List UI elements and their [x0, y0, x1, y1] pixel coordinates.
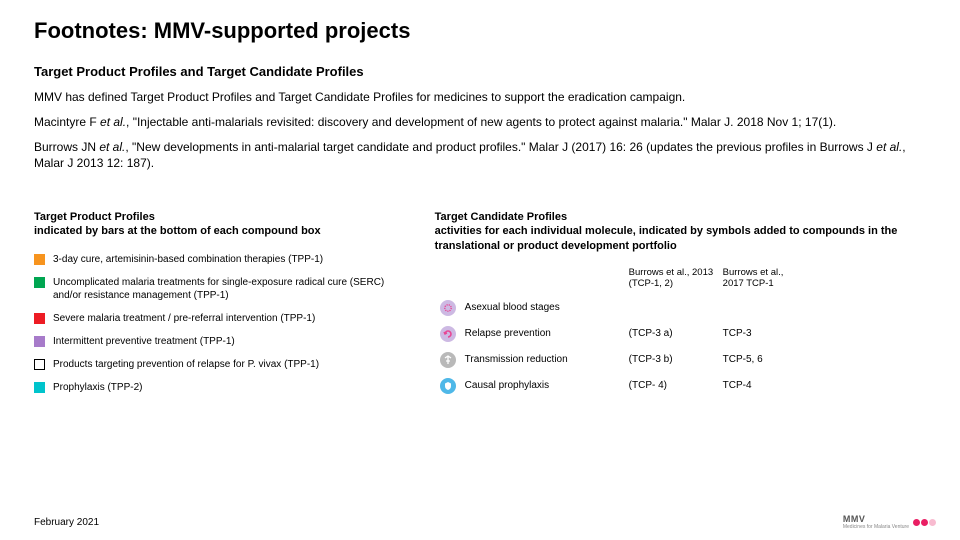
citation-1-a: Macintyre F [34, 115, 100, 129]
tpp-heading-l1: Target Product Profiles [34, 211, 155, 223]
tpp-column: Target Product Profiles indicated by bar… [34, 210, 405, 404]
tcp-header-1: Burrows et al., 2013 (TCP-1, 2) [629, 267, 719, 290]
tpp-label-3: Intermittent preventive treatment (TPP-1… [53, 335, 235, 348]
tcp-c2-3: TCP-4 [723, 380, 803, 391]
tpp-item-5: Prophylaxis (TPP-2) [34, 381, 405, 394]
tpp-item-4: Products targeting prevention of relapse… [34, 358, 405, 371]
tcp-label-2: Transmission reduction [465, 354, 625, 365]
citation-1-c: , "Injectable anti-malarials revisited: … [126, 115, 836, 129]
tcp-icon-1 [435, 326, 461, 342]
citation-2-etal1: et al. [99, 140, 125, 154]
citation-2-a: Burrows JN [34, 140, 99, 154]
tpp-heading-l2: indicated by bars at the bottom of each … [34, 225, 321, 237]
footer-logo: MMV Medicines for Malaria Venture [843, 514, 936, 530]
tpp-swatch-5 [34, 382, 45, 393]
citation-2-c: , "New developments in anti‐malarial tar… [125, 140, 876, 154]
relapse-icon [440, 326, 456, 342]
logo-text: MMV [843, 514, 909, 524]
page-title: Footnotes: MMV-supported projects [34, 18, 926, 44]
logo-dot-2 [929, 519, 936, 526]
asexual-icon [440, 300, 456, 316]
intro-paragraph: MMV has defined Target Product Profiles … [34, 89, 926, 106]
tpp-label-4: Products targeting prevention of relapse… [53, 358, 319, 371]
tpp-label-4a: Products targeting prevention of relapse… [53, 359, 248, 370]
section-subtitle: Target Product Profiles and Target Candi… [34, 64, 926, 79]
legend-columns: Target Product Profiles indicated by bar… [34, 210, 926, 404]
tcp-icon-0 [435, 300, 461, 316]
tcp-header-2: Burrows et al., 2017 TCP-1 [723, 267, 803, 290]
logo-dot-0 [913, 519, 920, 526]
tcp-c2-2: TCP-5, 6 [723, 354, 803, 365]
tpp-label-1: Uncomplicated malaria treatments for sin… [53, 276, 405, 302]
tpp-item-0: 3-day cure, artemisinin-based combinatio… [34, 253, 405, 266]
tpp-swatch-0 [34, 254, 45, 265]
tpp-swatch-2 [34, 313, 45, 324]
tcp-column: Target Candidate Profiles activities for… [435, 210, 926, 404]
logo-dots [913, 519, 936, 526]
tcp-c1-3: (TCP- 4) [629, 380, 719, 391]
citation-2-etal2: et al. [876, 140, 902, 154]
tcp-icon-2 [435, 352, 461, 368]
tcp-c2-1: TCP-3 [723, 328, 803, 339]
tcp-c1-2: (TCP-3 b) [629, 354, 719, 365]
tcp-heading: Target Candidate Profiles activities for… [435, 210, 926, 253]
tpp-item-1: Uncomplicated malaria treatments for sin… [34, 276, 405, 302]
tcp-icon-3 [435, 378, 461, 394]
tpp-label-0: 3-day cure, artemisinin-based combinatio… [53, 253, 323, 266]
tcp-label-1: Relapse prevention [465, 328, 625, 339]
citation-1: Macintyre F et al., "Injectable anti-mal… [34, 114, 926, 131]
tcp-label-3: Causal prophylaxis [465, 380, 625, 391]
tpp-heading: Target Product Profiles indicated by bar… [34, 210, 405, 239]
tcp-heading-l2: activities for each individual molecule,… [435, 225, 898, 251]
shield-icon [440, 378, 456, 394]
logo-dot-1 [921, 519, 928, 526]
tpp-item-2: Severe malaria treatment / pre-referral … [34, 312, 405, 325]
transmission-icon [440, 352, 456, 368]
tcp-c1-1: (TCP-3 a) [629, 328, 719, 339]
tpp-swatch-1 [34, 277, 45, 288]
tpp-label-2: Severe malaria treatment / pre-referral … [53, 312, 315, 325]
tpp-label-4i: P. vivax [248, 359, 282, 370]
citation-2: Burrows JN et al., "New developments in … [34, 139, 926, 173]
tpp-item-3: Intermittent preventive treatment (TPP-1… [34, 335, 405, 348]
tcp-heading-l1: Target Candidate Profiles [435, 211, 567, 223]
tpp-label-5: Prophylaxis (TPP-2) [53, 381, 142, 394]
citation-1-etal: et al. [100, 115, 126, 129]
logo-subtext: Medicines for Malaria Venture [843, 524, 909, 530]
tcp-table: Burrows et al., 2013 (TCP-1, 2) Burrows … [435, 267, 926, 394]
tpp-swatch-4 [34, 359, 45, 370]
tpp-swatch-3 [34, 336, 45, 347]
tcp-label-0: Asexual blood stages [465, 302, 625, 313]
footer-date: February 2021 [34, 517, 99, 528]
tpp-label-4b: (TPP-1) [281, 359, 319, 370]
